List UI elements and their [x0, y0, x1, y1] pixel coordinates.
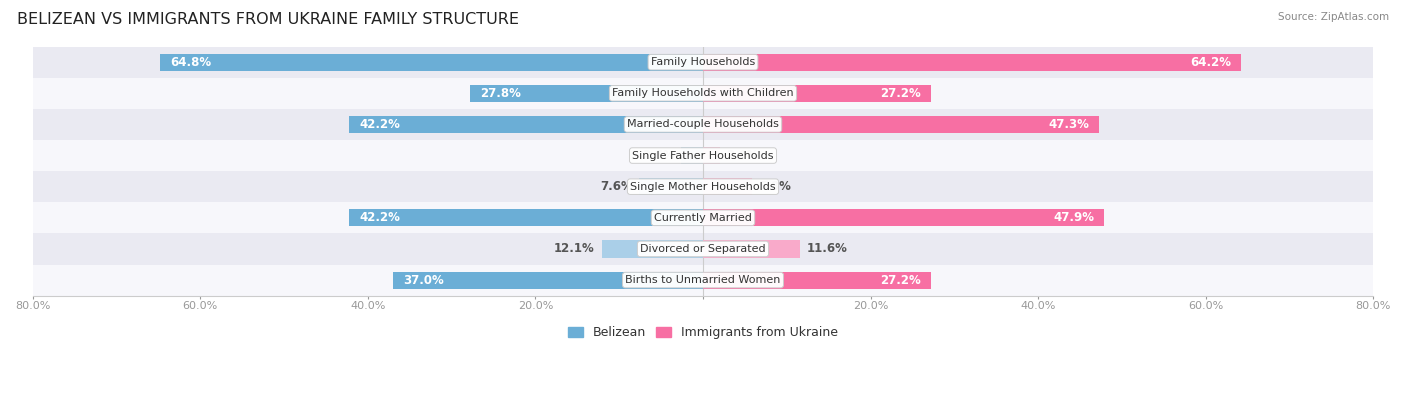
Bar	[32, 109, 1374, 140]
Text: Married-couple Households: Married-couple Households	[627, 119, 779, 130]
Bar	[32, 78, 1374, 109]
Bar	[470, 85, 703, 102]
Text: Single Father Households: Single Father Households	[633, 150, 773, 160]
Text: 2.6%: 2.6%	[641, 149, 675, 162]
Text: 47.9%: 47.9%	[1053, 211, 1094, 224]
Bar	[350, 116, 703, 133]
Text: 27.2%: 27.2%	[880, 274, 921, 286]
Text: 7.6%: 7.6%	[600, 180, 633, 193]
Text: 64.2%: 64.2%	[1189, 56, 1230, 69]
Text: 27.2%: 27.2%	[880, 87, 921, 100]
Bar	[350, 209, 703, 226]
Text: Single Mother Households: Single Mother Households	[630, 182, 776, 192]
Bar	[32, 171, 1374, 202]
Text: Divorced or Separated: Divorced or Separated	[640, 244, 766, 254]
Text: Family Households: Family Households	[651, 57, 755, 67]
Text: 37.0%: 37.0%	[404, 274, 444, 286]
Bar	[703, 116, 1099, 133]
Bar	[703, 241, 800, 258]
Text: 42.2%: 42.2%	[360, 211, 401, 224]
Bar	[160, 54, 703, 71]
Bar	[703, 209, 1104, 226]
Bar	[394, 271, 703, 289]
Text: 47.3%: 47.3%	[1049, 118, 1090, 131]
Bar	[640, 178, 703, 195]
Text: 2.0%: 2.0%	[727, 149, 759, 162]
Text: 27.8%: 27.8%	[479, 87, 522, 100]
Text: 5.8%: 5.8%	[758, 180, 792, 193]
Text: 11.6%: 11.6%	[807, 243, 848, 256]
Text: 42.2%: 42.2%	[360, 118, 401, 131]
Bar	[703, 54, 1241, 71]
Text: 64.8%: 64.8%	[170, 56, 211, 69]
Bar	[602, 241, 703, 258]
Legend: Belizean, Immigrants from Ukraine: Belizean, Immigrants from Ukraine	[562, 321, 844, 344]
Text: Births to Unmarried Women: Births to Unmarried Women	[626, 275, 780, 285]
Bar	[32, 140, 1374, 171]
Bar	[32, 202, 1374, 233]
Bar	[703, 147, 720, 164]
Bar	[32, 265, 1374, 295]
Bar	[703, 85, 931, 102]
Text: BELIZEAN VS IMMIGRANTS FROM UKRAINE FAMILY STRUCTURE: BELIZEAN VS IMMIGRANTS FROM UKRAINE FAMI…	[17, 12, 519, 27]
Bar	[703, 271, 931, 289]
Text: 12.1%: 12.1%	[554, 243, 595, 256]
Bar	[703, 178, 752, 195]
Bar	[682, 147, 703, 164]
Text: Source: ZipAtlas.com: Source: ZipAtlas.com	[1278, 12, 1389, 22]
Text: Family Households with Children: Family Households with Children	[612, 88, 794, 98]
Text: Currently Married: Currently Married	[654, 213, 752, 223]
Bar	[32, 47, 1374, 78]
Bar	[32, 233, 1374, 265]
